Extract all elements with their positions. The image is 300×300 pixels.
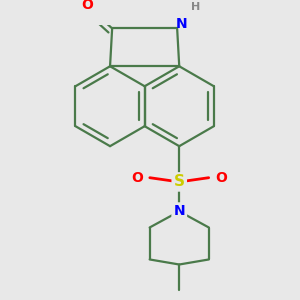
Text: O: O [131, 171, 143, 185]
Text: S: S [174, 174, 185, 189]
Text: N: N [176, 17, 187, 31]
Text: O: O [215, 171, 227, 185]
Text: N: N [173, 204, 185, 218]
Text: O: O [81, 0, 93, 12]
Text: H: H [191, 2, 201, 12]
